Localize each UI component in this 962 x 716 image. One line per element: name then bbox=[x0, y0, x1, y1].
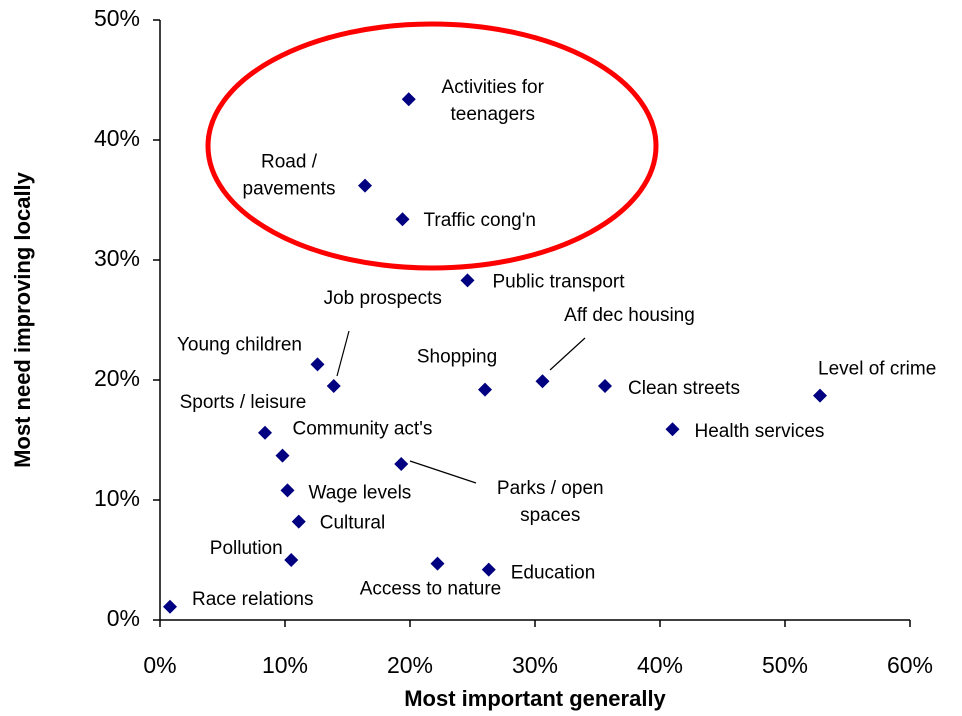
point-label: Race relations bbox=[192, 589, 313, 610]
point bbox=[280, 483, 295, 498]
point bbox=[598, 379, 612, 393]
point bbox=[291, 514, 306, 529]
point bbox=[813, 388, 827, 403]
point-label: Road / bbox=[261, 152, 318, 173]
point-label: Cultural bbox=[320, 513, 385, 534]
point-label: Activities for bbox=[442, 77, 545, 98]
x-tick-label: 10% bbox=[262, 652, 308, 678]
point-label: Health services bbox=[695, 421, 825, 442]
point-label: Aff dec housing bbox=[564, 305, 695, 326]
y-axis-title: Most need improving locally bbox=[10, 171, 35, 468]
x-tick-label: 30% bbox=[512, 652, 558, 678]
point bbox=[258, 425, 272, 440]
point bbox=[665, 422, 680, 437]
point-label: Young children bbox=[177, 334, 302, 355]
y-tick-label: 0% bbox=[107, 605, 140, 631]
point-label: Access to nature bbox=[360, 579, 502, 600]
point-label: Sports / leisure bbox=[180, 392, 307, 413]
point-label: Parks / open bbox=[497, 478, 604, 499]
point bbox=[430, 556, 445, 571]
point bbox=[163, 599, 177, 614]
x-tick-label: 50% bbox=[762, 652, 808, 678]
x-axis-title: Most important generally bbox=[404, 686, 666, 711]
point bbox=[460, 273, 475, 288]
point-label: Clean streets bbox=[628, 378, 740, 399]
point-label: Shopping bbox=[417, 347, 497, 368]
y-tick-label: 20% bbox=[94, 365, 140, 391]
point-label: Traffic cong'n bbox=[424, 210, 536, 231]
point-label: teenagers bbox=[450, 104, 535, 125]
y-tick-label: 10% bbox=[94, 485, 140, 511]
point bbox=[284, 553, 299, 567]
point-label: Pollution bbox=[210, 538, 283, 559]
point bbox=[481, 562, 496, 577]
point-label: pavements bbox=[243, 179, 336, 200]
y-tick-label: 40% bbox=[94, 125, 140, 151]
point-label: Education bbox=[511, 563, 596, 584]
x-tick-label: 0% bbox=[143, 652, 176, 678]
point bbox=[275, 448, 290, 463]
x-tick-label: 60% bbox=[887, 652, 933, 678]
point-label: Public transport bbox=[493, 271, 626, 292]
point-label: spaces bbox=[520, 505, 580, 526]
point bbox=[326, 379, 341, 393]
point bbox=[394, 457, 409, 471]
point bbox=[395, 212, 410, 227]
point bbox=[535, 374, 550, 389]
y-tick-label: 50% bbox=[94, 5, 140, 31]
point bbox=[401, 92, 416, 107]
leader-line bbox=[409, 460, 477, 484]
point bbox=[358, 178, 372, 193]
point bbox=[478, 382, 492, 397]
leader-line bbox=[336, 330, 350, 377]
point-label: Job prospects bbox=[324, 288, 442, 309]
y-tick-label: 30% bbox=[94, 245, 140, 271]
x-tick-label: 40% bbox=[637, 652, 683, 678]
point bbox=[310, 357, 325, 372]
point-label: Level of crime bbox=[818, 359, 936, 380]
leader-line bbox=[549, 337, 586, 371]
x-tick-label: 20% bbox=[387, 652, 433, 678]
point-label: Wage levels bbox=[309, 482, 412, 503]
highlight-ellipse bbox=[205, 21, 659, 271]
point-label: Community act's bbox=[293, 419, 433, 440]
